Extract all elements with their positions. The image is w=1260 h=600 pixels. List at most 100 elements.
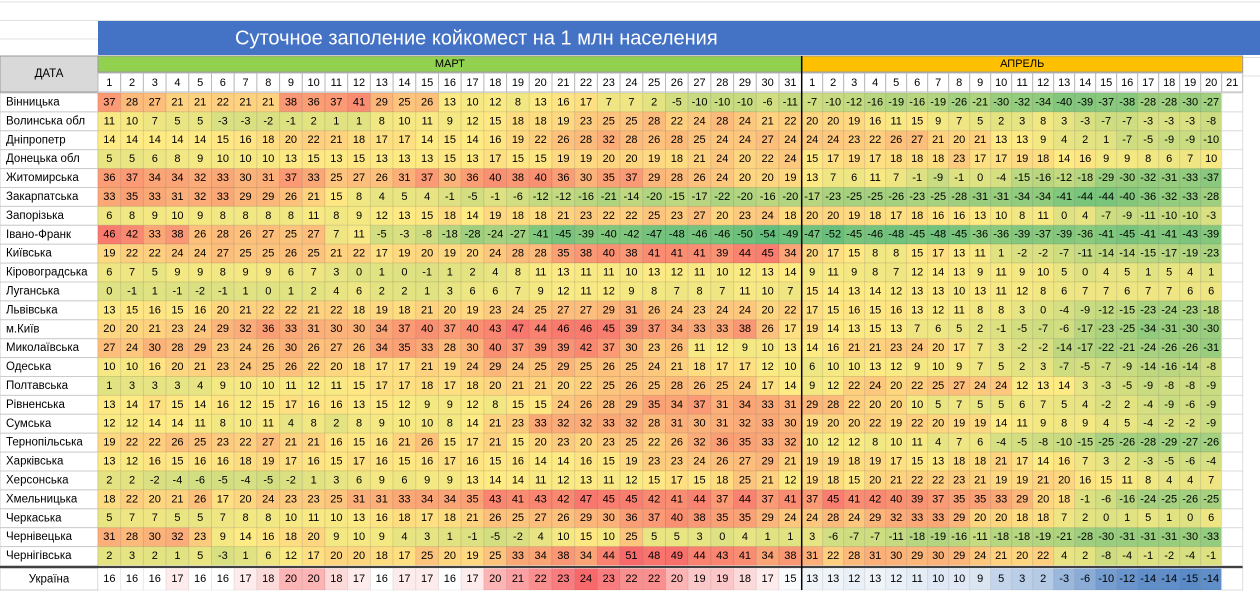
- cell-value: 21: [489, 418, 501, 430]
- cell-value: 28: [580, 134, 592, 146]
- cell-value: 21: [194, 96, 206, 108]
- cell-value: -24: [1140, 493, 1156, 505]
- cell-value: 10: [285, 512, 297, 524]
- cell-value: -12: [1098, 304, 1114, 316]
- cell-value: 11: [535, 474, 546, 486]
- cell-value: 2: [152, 550, 158, 562]
- cell-value: 20: [353, 550, 365, 562]
- cell-value: 3: [333, 266, 339, 278]
- cell-value: 8: [220, 266, 226, 278]
- cell-value: -25: [1203, 493, 1219, 505]
- cell-value: 10: [557, 531, 569, 543]
- cell-value: 4: [538, 531, 544, 543]
- cell-value: -9: [1185, 134, 1195, 146]
- cell-value: 12: [911, 266, 923, 278]
- cell-value: 9: [265, 266, 271, 278]
- cell-value: 18: [285, 531, 297, 543]
- day-label: 6: [220, 77, 226, 89]
- cell-value: 26: [648, 134, 660, 146]
- cell-value: 29: [953, 550, 965, 562]
- cell-value: 11: [580, 285, 591, 297]
- cell-value: 3: [998, 342, 1004, 354]
- cell-value: 20: [762, 172, 774, 184]
- region-name: Закарпатська: [6, 191, 79, 203]
- cell-value: 31: [171, 191, 183, 203]
- region-name: Донецька обл: [6, 153, 80, 165]
- day-label: 3: [152, 77, 158, 89]
- day-label: 8: [956, 77, 962, 89]
- day-label: 7: [935, 77, 941, 89]
- cell-value: 23: [953, 153, 965, 165]
- cell-value: -16: [951, 531, 967, 543]
- cell-value: -16: [867, 96, 883, 108]
- cell-value: 20: [103, 323, 115, 335]
- cell-value: 14: [535, 455, 547, 467]
- total-value: 3: [1019, 573, 1025, 585]
- cell-value: -7: [1122, 115, 1132, 127]
- cell-value: -43: [1182, 229, 1198, 241]
- cell-value: -28: [465, 229, 481, 241]
- cell-value: 22: [308, 134, 320, 146]
- cell-value: 20: [890, 380, 902, 392]
- cell-value: -6: [1185, 399, 1195, 411]
- cell-value: 11: [1037, 210, 1048, 222]
- cell-value: 22: [262, 304, 274, 316]
- region-name: Київська: [6, 248, 52, 260]
- total-value: 17: [421, 573, 433, 585]
- cell-value: 10: [398, 115, 410, 127]
- cell-value: 3: [333, 474, 339, 486]
- cell-value: 13: [648, 266, 660, 278]
- cell-value: -10: [825, 96, 841, 108]
- cell-value: 17: [308, 550, 320, 562]
- cell-value: 10: [103, 361, 115, 373]
- cell-value: 7: [977, 361, 983, 373]
- cell-value: 25: [648, 210, 660, 222]
- cell-value: 33: [762, 418, 774, 430]
- cell-value: 39: [911, 493, 923, 505]
- cell-value: 5: [1145, 512, 1151, 524]
- cell-value: 11: [739, 285, 750, 297]
- cell-value: 32: [194, 191, 206, 203]
- cell-value: 30: [580, 172, 592, 184]
- cell-value: 14: [126, 399, 138, 411]
- cell-value: 17: [285, 399, 297, 411]
- cell-value: 17: [421, 512, 433, 524]
- cell-value: 13: [466, 474, 478, 486]
- cell-value: -20: [737, 191, 753, 203]
- cell-value: 11: [421, 115, 432, 127]
- cell-value: -23: [825, 191, 841, 203]
- cell-value: -24: [1140, 342, 1156, 354]
- cell-value: 20: [580, 437, 592, 449]
- cell-value: 7: [515, 285, 521, 297]
- cell-value: -18: [1077, 172, 1093, 184]
- cell-value: 13: [848, 285, 860, 297]
- cell-value: 30: [693, 418, 705, 430]
- cell-value: 10: [1037, 266, 1049, 278]
- cell-value: 28: [671, 134, 683, 146]
- cell-value: 20: [806, 115, 818, 127]
- cell-value: -10: [714, 96, 730, 108]
- cell-value: 30: [285, 342, 297, 354]
- cell-value: 31: [716, 399, 728, 411]
- cell-value: 20: [739, 172, 751, 184]
- cell-value: 9: [379, 474, 385, 486]
- cell-value: -9: [1122, 361, 1132, 373]
- cell-value: 13: [580, 474, 592, 486]
- cell-value: 20: [827, 115, 839, 127]
- cell-value: 26: [716, 455, 728, 467]
- cell-value: 15: [827, 304, 839, 316]
- cell-value: -47: [804, 229, 820, 241]
- cell-value: -1: [954, 172, 964, 184]
- cell-value: 13: [911, 304, 923, 316]
- total-value: 24: [580, 573, 592, 585]
- cell-value: 19: [625, 455, 637, 467]
- cell-value: -25: [930, 191, 946, 203]
- cell-value: 12: [466, 115, 478, 127]
- cell-value: 22: [848, 399, 860, 411]
- cell-value: -26: [1203, 437, 1219, 449]
- cell-value: 31: [376, 493, 388, 505]
- cell-value: 9: [914, 361, 920, 373]
- cell-value: 31: [308, 323, 320, 335]
- cell-value: 24: [716, 304, 728, 316]
- cell-value: -9: [1080, 304, 1090, 316]
